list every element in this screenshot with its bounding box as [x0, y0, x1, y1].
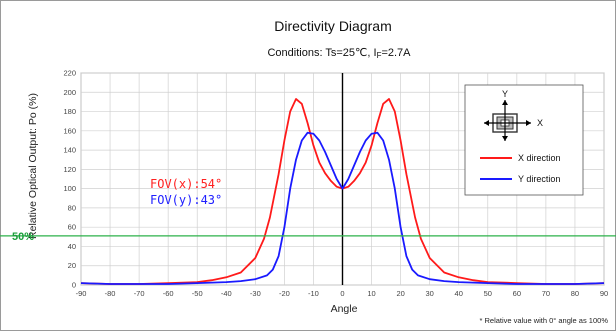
- y-axis-label: Relative Optical Output: Po (%): [27, 93, 39, 239]
- y-tick-label: 0: [72, 281, 76, 290]
- legend: Y X X direction Y direction: [464, 84, 584, 196]
- x-tick-label: 50: [484, 289, 492, 298]
- x-tick-label: -80: [105, 289, 116, 298]
- x-tick-label: 10: [367, 289, 375, 298]
- y-tick-label: 40: [68, 242, 76, 251]
- series-lines: [80, 98, 605, 285]
- x-tick-label: 0: [340, 289, 344, 298]
- half-power-label: 50%: [12, 231, 34, 243]
- chart-title: Directivity Diagram: [274, 18, 391, 34]
- y-tick-label: 180: [63, 107, 76, 116]
- led-orientation-icon: [484, 100, 531, 141]
- x-tick-label: 60: [513, 289, 521, 298]
- x-tick-label: -70: [134, 289, 145, 298]
- x-tick-label: 70: [542, 289, 550, 298]
- x-tick-label: -30: [250, 289, 261, 298]
- half-power-line: 50%: [0, 231, 616, 243]
- y-tick-label: 80: [68, 203, 76, 212]
- y-tick-label: 220: [63, 69, 76, 78]
- y-tick-label: 60: [68, 223, 76, 232]
- fov-y-annotation: FOV(y):43°: [150, 193, 222, 207]
- relative-value-note: * Relative value with 0° angle as 100%: [480, 316, 609, 325]
- legend-label-y: Y direction: [518, 174, 560, 184]
- x-tick-label: -20: [279, 289, 290, 298]
- x-tick-label: -10: [308, 289, 319, 298]
- x-tick-label: 30: [425, 289, 433, 298]
- series-line-y-direction: [80, 131, 605, 285]
- legend-y-axis-letter: Y: [502, 89, 508, 99]
- x-tick-label: -40: [221, 289, 232, 298]
- legend-box: [464, 84, 584, 196]
- legend-label-x: X direction: [518, 153, 561, 163]
- tick-labels: -90 -80 -70 -60 -50 -40 -30 -20 -10 0 10 20 30 40 50 60…: [63, 69, 608, 299]
- chart-subtitle: Conditions: Ts=25℃, IF=2.7A: [267, 47, 411, 60]
- x-axis-label: Angle: [331, 303, 358, 315]
- y-tick-label: 20: [68, 261, 76, 270]
- y-tick-label: 140: [63, 146, 76, 155]
- y-tick-label: 160: [63, 126, 76, 135]
- y-tick-label: 100: [63, 184, 76, 193]
- y-tick-label: 200: [63, 88, 76, 97]
- x-tick-label: 20: [396, 289, 404, 298]
- x-tick-label: 90: [600, 289, 608, 298]
- x-tick-label: -90: [76, 289, 87, 298]
- x-tick-label: -50: [192, 289, 203, 298]
- x-tick-label: -60: [163, 289, 174, 298]
- x-tick-label: 40: [455, 289, 463, 298]
- y-tick-label: 120: [63, 165, 76, 174]
- x-tick-label: 80: [571, 289, 579, 298]
- fov-x-annotation: FOV(x):54°: [150, 177, 222, 191]
- legend-x-axis-letter: X: [537, 118, 543, 128]
